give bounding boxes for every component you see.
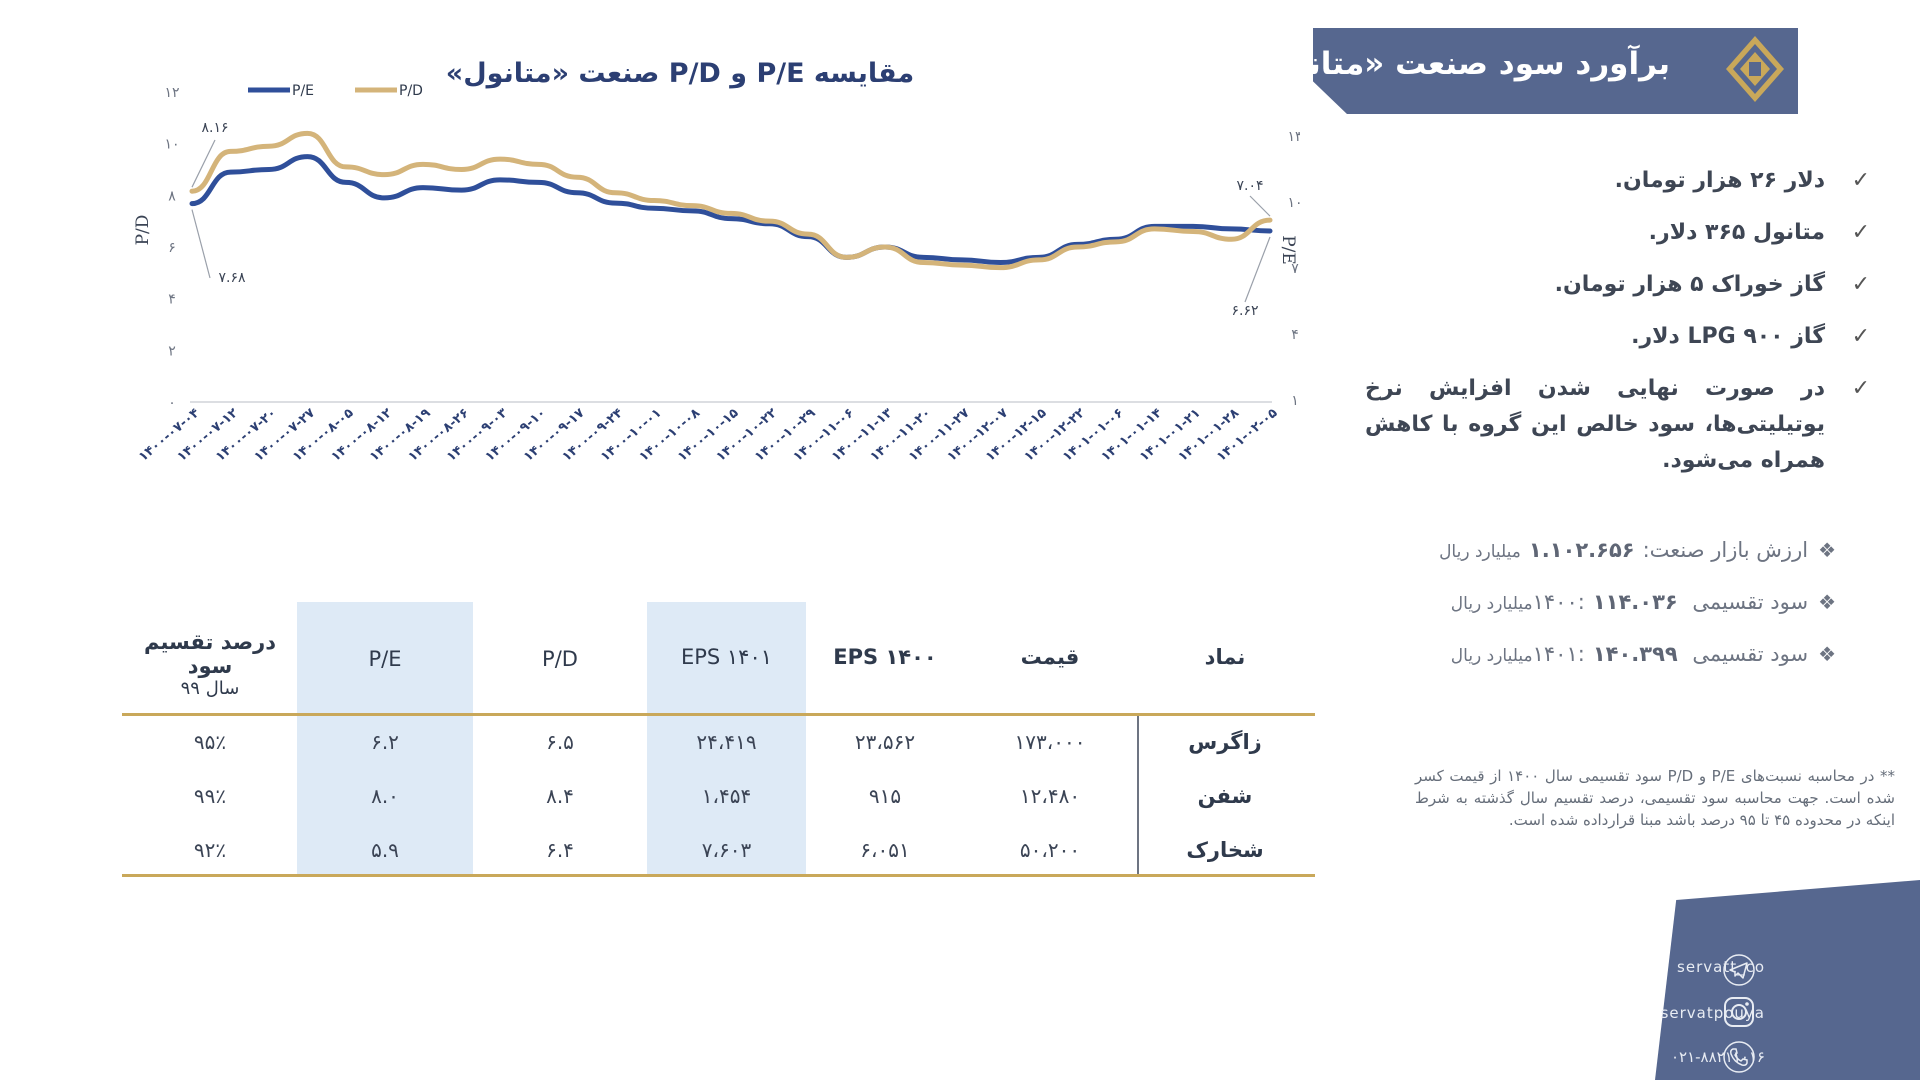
th-eps1401: EPS ۱۴۰۱	[680, 645, 773, 669]
diamond-bullet-icon: ❖	[1818, 590, 1836, 614]
th-pd: P/D	[542, 647, 578, 671]
cell-pd: ۸.۴	[546, 784, 574, 808]
instagram-icon[interactable]	[1722, 995, 1756, 1029]
diamond-emblem-icon	[1726, 36, 1784, 102]
cell-pd: ۶.۵	[546, 730, 574, 754]
chart-series	[189, 130, 1273, 271]
bullet-lpg: ✓ گاز LPG ۹۰۰ دلار.	[1365, 319, 1870, 355]
pe-end-label-leader	[1244, 236, 1271, 303]
cell-pe: ۶.۲	[371, 730, 399, 754]
y-tick-left-label: ۴	[168, 292, 176, 308]
highlight-column-eps1401	[647, 602, 806, 874]
y-ticks-right: ۱ ۴ ۷ ۱۰ ۱۳	[1287, 129, 1300, 409]
cell-eps1401: ۲۴،۴۱۹	[696, 730, 757, 754]
y-tick-right-label: ۴	[1291, 327, 1299, 343]
series-line-pe	[189, 154, 1273, 265]
pe-start-label-leader	[191, 209, 211, 279]
cell-pd: ۶.۴	[546, 838, 574, 862]
cell-pe: ۸.۰	[371, 784, 399, 808]
contact-panel	[1655, 880, 1920, 1080]
stat-market-value: ❖ارزش بازار صنعت:۱.۱۰۲.۶۵۶میلیارد ریال	[1439, 538, 1836, 562]
pd-end-label-leader	[1249, 195, 1271, 217]
bullet-methanol: ✓ متانول ۳۶۵ دلار.	[1365, 215, 1870, 251]
bullet-utilities: ✓ در صورت نهایی شدن افزایش نرخ یوتیلیتی‌ه…	[1365, 371, 1870, 479]
table-bottom-rule	[122, 874, 1315, 877]
cell-eps1400: ۹۱۵	[868, 784, 902, 808]
highlight-column-pe	[297, 602, 473, 874]
phone-number[interactable]: ۰۲۱-۸۸۲۱۱۰۱۶	[1670, 1048, 1765, 1066]
y-ticks-left: ۰ ۲ ۴ ۶ ۸ ۱۰ ۱۲	[164, 85, 179, 411]
pd-start-label: ۸.۱۶	[201, 120, 228, 136]
footnote: ** در محاسبه نسبت‌های P/E و P/D سود تقسی…	[1415, 767, 1896, 829]
diamond-bullet-icon: ❖	[1818, 642, 1836, 666]
chart-legend: P/E P/D	[248, 83, 423, 99]
bullet-feed-gas: ✓ گاز خوراک ۵ هزار تومان.	[1365, 267, 1870, 303]
th-pe: P/E	[368, 647, 402, 671]
check-icon: ✓	[1851, 272, 1870, 297]
cell-dividend: ۹۲٪	[193, 838, 227, 862]
cell-eps1400: ۲۳،۵۶۲	[854, 730, 916, 754]
check-icon: ✓	[1851, 220, 1870, 245]
chart-title: مقایسه P/E و P/D صنعت «متانول»	[445, 58, 915, 89]
y-tick-left-label: ۸	[168, 188, 176, 204]
cell-price: ۵۰،۲۰۰	[1019, 838, 1081, 862]
telegram-handle[interactable]: servatt_co	[1677, 958, 1765, 976]
x-ticks: ۱۴۰۰-۰۷-۰۴۱۴۰۰-۰۷-۱۲۱۴۰۰-۰۷-۲۰۱۴۰۰-۰۷-۲۷…	[136, 406, 1281, 465]
cell-dividend: ۹۹٪	[193, 784, 227, 808]
stat-dividend-1400: ❖سود تقسیمی ۱۴۰۰:۱۱۴.۰۳۶میلیارد ریال	[1450, 590, 1836, 614]
check-icon: ✓	[1851, 324, 1870, 349]
cell-symbol: شخارک	[1186, 838, 1264, 862]
check-icon: ✓	[1851, 376, 1870, 401]
cell-dividend: ۹۵٪	[193, 730, 227, 754]
th-price: قیمت	[1020, 645, 1080, 669]
th-dividend-pct: درصد تقسیم سود سال ۹۹	[143, 630, 276, 699]
series-line-pd	[189, 130, 1273, 271]
page-title: برآورد سود صنعت «متانول»	[1242, 46, 1670, 82]
stat-dividend-1401: ❖سود تقسیمی ۱۴۰۱:۱۴۰.۳۹۹میلیارد ریال	[1450, 642, 1836, 666]
legend-label-pe: P/E	[292, 83, 314, 99]
cell-price: ۱۲،۴۸۰	[1019, 784, 1081, 808]
y-tick-left-label: ۱۰	[164, 137, 179, 153]
check-icon: ✓	[1851, 168, 1870, 193]
y-tick-left-label: ۱۲	[164, 85, 179, 101]
y-axis-label-left: P/D	[133, 215, 153, 246]
chart-annotations: ۸.۱۶ ۷.۶۸ ۷.۰۴ ۶.۶۲	[191, 120, 1271, 319]
header-banner	[1313, 28, 1798, 114]
cell-eps1401: ۱،۴۵۴	[701, 784, 752, 808]
y-tick-left-label: ۲	[168, 343, 176, 359]
cell-symbol: شفن	[1197, 784, 1253, 808]
instagram-handle[interactable]: servatpouya	[1660, 1004, 1765, 1022]
y-tick-right-label: ۷	[1291, 261, 1299, 277]
th-symbol: نماد	[1204, 645, 1246, 669]
pe-start-label: ۷.۶۸	[218, 270, 245, 286]
cell-pe: ۵.۹	[371, 838, 399, 862]
y-tick-left-label: ۶	[168, 240, 176, 256]
telegram-icon[interactable]	[1722, 953, 1756, 987]
legend-label-pd: P/D	[399, 83, 423, 99]
pd-start-label-leader	[191, 139, 216, 188]
y-tick-left-label: ۰	[168, 395, 176, 411]
line-chart: P/E P/D P/D P/E ۰ ۲ ۴ ۶ ۸ ۱۰ ۱۲ ۱ ۴ ۷ ۱۰ ۱۳ ۱۴۰۰-۰…	[133, 83, 1300, 465]
y-axis-label-right: P/E	[1278, 235, 1298, 265]
cell-eps1400: ۶،۰۵۱	[860, 838, 910, 862]
bullet-dollar: ✓ دلار ۲۶ هزار تومان.	[1365, 163, 1870, 199]
cell-eps1401: ۷،۶۰۳	[701, 838, 752, 862]
phone-icon[interactable]	[1722, 1040, 1756, 1074]
y-tick-right-label: ۱۰	[1287, 195, 1300, 211]
table-header-rule	[122, 713, 1315, 716]
cell-price: ۱۷۳،۰۰۰	[1014, 730, 1086, 754]
diamond-bullet-icon: ❖	[1818, 538, 1836, 562]
cell-symbol: زاگرس	[1188, 730, 1262, 754]
pe-end-label: ۶.۶۲	[1231, 303, 1258, 319]
y-tick-right-label: ۱۳	[1287, 129, 1300, 145]
table-symbol-divider	[1137, 716, 1139, 874]
y-tick-right-label: ۱	[1291, 393, 1299, 409]
pd-end-label: ۷.۰۴	[1236, 178, 1263, 194]
th-eps1400: EPS ۱۴۰۰	[833, 645, 937, 669]
